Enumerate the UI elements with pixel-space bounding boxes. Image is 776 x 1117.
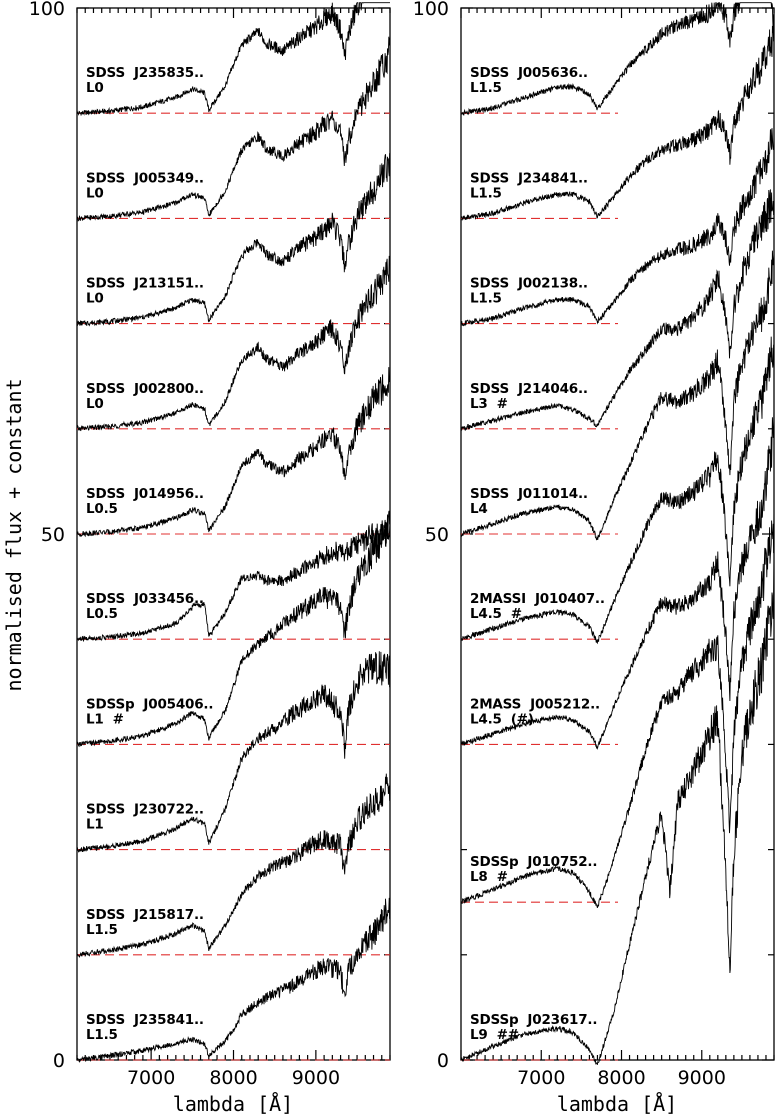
spectrum-group: SDSS J214046..L3 #	[460, 189, 775, 432]
spectral-type-label: L0	[86, 291, 104, 307]
spectral-type-label: L1.5	[470, 80, 502, 96]
spectrum-line	[460, 556, 775, 1065]
spectrum-name-label: SDSS J005636..	[470, 65, 588, 81]
spectrum-name-label: 2MASS J005212..	[470, 696, 600, 712]
spectral-type-label: L0	[86, 80, 104, 96]
spectral-type-label: L1	[86, 817, 104, 833]
spectral-type-label: L1 #	[86, 711, 124, 727]
spectrum-group: SDSS J213151..L0	[76, 153, 391, 327]
spectral-type-label: L3 #	[470, 396, 508, 412]
spectral-type-label: L0	[86, 185, 104, 201]
spectral-type-label: L4.5 #	[470, 606, 522, 622]
spectrum-name-label: 2MASSI J010407..	[470, 591, 605, 607]
x-tick-label: 8000	[209, 1067, 257, 1089]
spectrum-name-label: SDSS J005349..	[86, 170, 204, 186]
spectral-type-label: L1.5	[86, 922, 118, 938]
y-tick-label: 100	[413, 0, 449, 20]
spectrum-name-label: SDSS J014956..	[86, 486, 204, 502]
spectrum-line	[76, 891, 391, 1063]
spectrum-name-label: SDSS J002138..	[470, 276, 588, 292]
spectral-type-label: L9 ##	[470, 1027, 519, 1043]
y-axis-label: normalised flux + constant	[2, 378, 26, 691]
spectrum-name-label: SDSS J033456..	[86, 591, 204, 607]
spectrum-line	[460, 250, 775, 541]
spectrum-group: SDSS J215817..L1.5	[76, 773, 391, 958]
spectral-type-label: L0	[86, 396, 104, 412]
x-axis-label-left: lambda [Å]	[173, 1092, 293, 1116]
x-tick-label: 9000	[292, 1067, 340, 1089]
spectrum-line	[76, 36, 391, 222]
spectral-type-label: L1.5	[470, 291, 502, 307]
spectrum-line	[76, 519, 391, 643]
spectrum-line	[460, 128, 775, 327]
spectral-type-label: L4	[470, 501, 488, 517]
spectrum-line	[76, 651, 391, 853]
spectral-type-label: L4.5 (#)	[470, 711, 534, 727]
spectrum-group: SDSS J235841..L1.5	[76, 891, 391, 1063]
spectrum-group: SDSS J014956..L0.5	[76, 367, 391, 538]
spectrum-name-label: SDSS J234841..	[470, 170, 588, 186]
spectrum-name-label: SDSSp J023617..	[470, 1012, 597, 1028]
x-tick-label: 9000	[678, 1067, 726, 1089]
spectral-type-label: L0.5	[86, 606, 118, 622]
spectrum-group: SDSSp J005406..L1 #	[76, 508, 391, 748]
spectrum-name-label: SDSS J002800..	[86, 381, 204, 397]
spectrum-line	[460, 336, 775, 645]
spectral-type-label: L0.5	[86, 501, 118, 517]
spectrum-name-label: SDSS J213151..	[86, 276, 204, 292]
spectrum-group: SDSS J011014..L4	[460, 250, 775, 541]
y-tick-label: 50	[41, 524, 65, 546]
spectrum-group: SDSS J002800..L0	[76, 255, 391, 432]
y-tick-label: 0	[437, 1050, 449, 1072]
spectrum-group: SDSS J234841..L1.5	[460, 17, 775, 221]
spectrum-group: SDSS J005636..L1.5	[460, 2, 775, 116]
spectrum-group: SDSS J033456..L0.5	[76, 519, 391, 643]
spectrum-group: SDSS J005349..L0	[76, 36, 391, 222]
x-axis-label-right: lambda [Å]	[557, 1092, 677, 1116]
spectrum-name-label: SDSS J235841..	[86, 1012, 204, 1028]
spectrum-name-label: SDSSp J005406..	[86, 696, 213, 712]
spectrum-line	[460, 408, 775, 750]
spectrum-line	[460, 508, 775, 909]
spectrum-name-label: SDSS J215817..	[86, 907, 204, 923]
spectrum-line	[76, 773, 391, 958]
spectrum-name-label: SDSSp J010752..	[470, 854, 597, 870]
spectrum-group: SDSS J235835..L0	[76, 2, 390, 116]
spectrum-group: SDSSp J010752..L8 #	[460, 508, 775, 909]
spectrum-group: 2MASSI J010407..L4.5 #	[460, 336, 775, 645]
spectrum-line	[460, 17, 775, 221]
spectrum-group: SDSSp J023617..L9 ##	[460, 556, 775, 1065]
y-tick-label: 0	[53, 1050, 65, 1072]
spectrum-line	[76, 2, 390, 116]
spectral-type-label: L8 #	[470, 869, 508, 885]
spectrum-group: SDSS J230722..L1	[76, 651, 391, 853]
spectrum-line	[76, 153, 391, 327]
y-tick-label: 100	[29, 0, 65, 20]
spectrum-line	[460, 2, 775, 116]
spectrum-name-label: SDSS J235835..	[86, 65, 204, 81]
x-tick-label: 8000	[597, 1067, 645, 1089]
x-tick-label: 7000	[517, 1067, 565, 1089]
spectrum-name-label: SDSS J214046..	[470, 381, 588, 397]
spectral-type-label: L1.5	[470, 185, 502, 201]
y-tick-label: 50	[425, 524, 449, 546]
spectral-type-label: L1.5	[86, 1027, 118, 1043]
spectrum-name-label: SDSS J011014..	[470, 486, 588, 502]
spectrum-group: 2MASS J005212..L4.5 (#)	[460, 408, 775, 750]
spectrum-line	[76, 367, 391, 538]
spectrum-name-label: SDSS J230722..	[86, 802, 204, 818]
spectrum-group: SDSS J002138..L1.5	[460, 128, 775, 327]
spectrum-line	[76, 508, 391, 748]
spectrum-line	[76, 255, 391, 432]
spectrum-line	[460, 189, 775, 432]
x-tick-label: 7000	[127, 1067, 175, 1089]
